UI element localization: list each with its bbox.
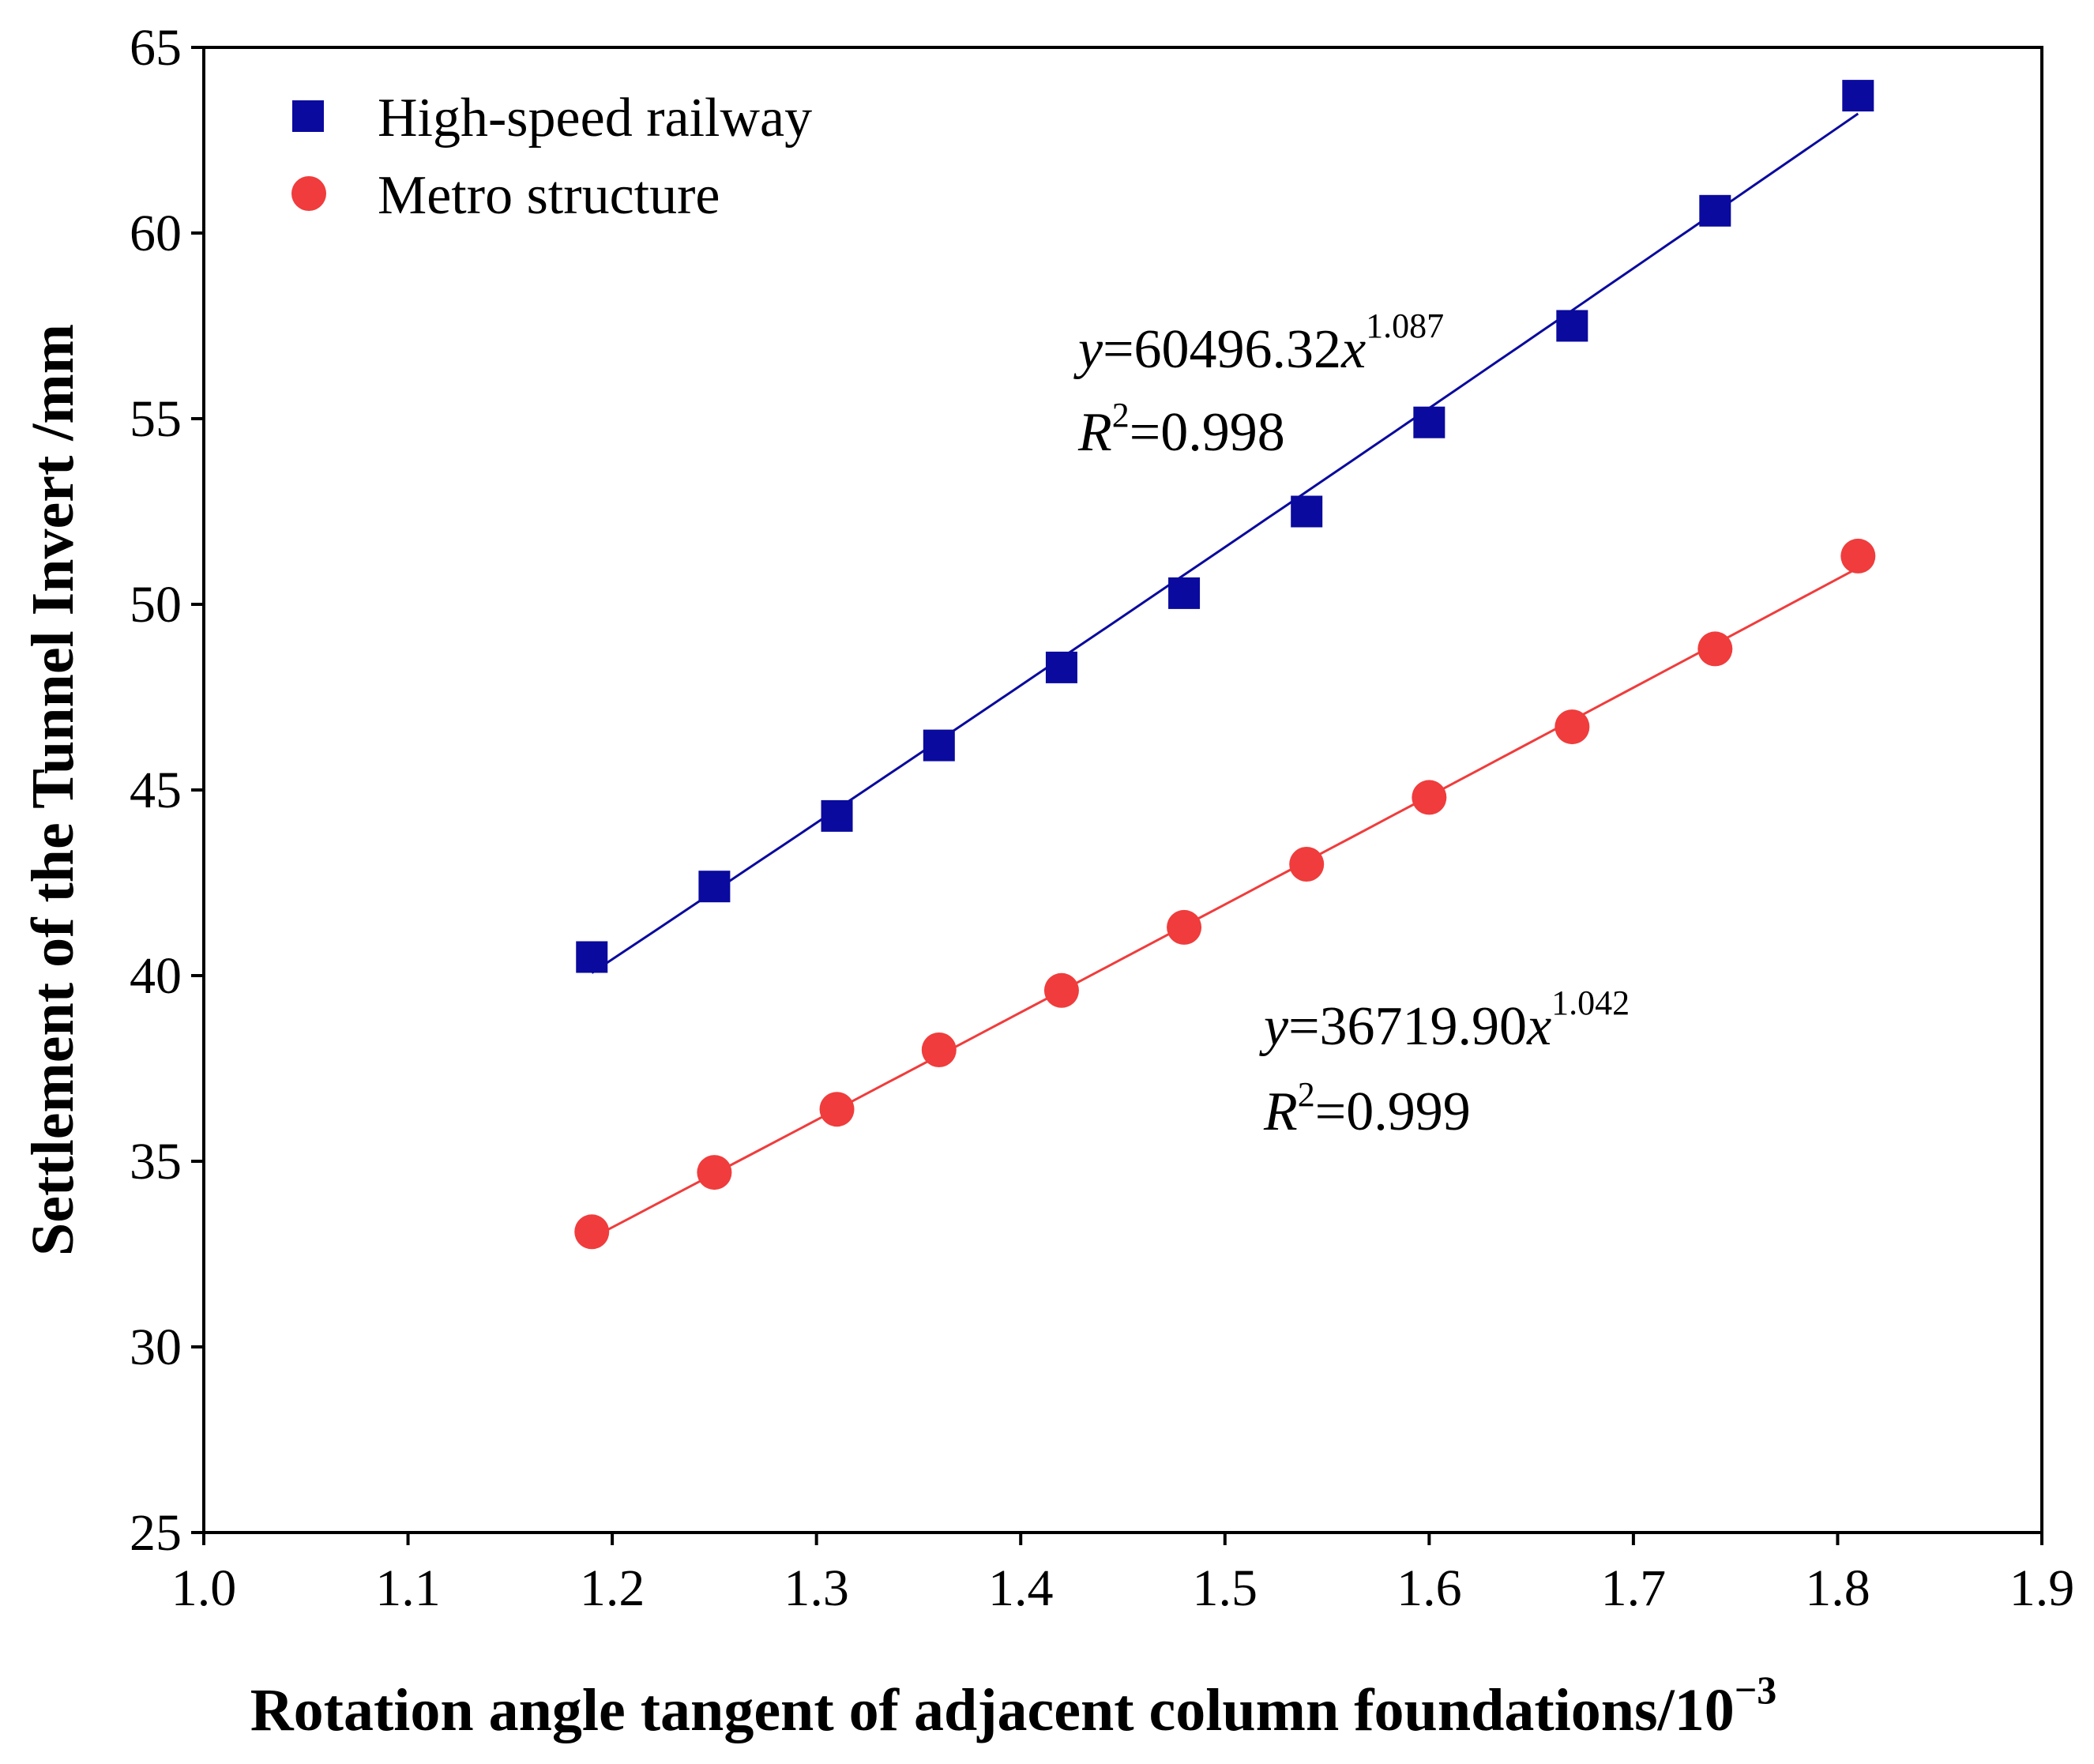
x-tick-label: 1.5 [1193,1559,1258,1617]
eq-metro-exponent: 1.042 [1551,984,1630,1022]
fit-line-metro-structure [591,566,1859,1239]
eq-hsr-x: x [1340,319,1366,380]
legend-marker-metro-structure [291,176,326,211]
r2-hsr-value: =0.998 [1130,402,1285,463]
x-tick-label: 1.0 [171,1559,237,1617]
x-tick-label: 1.4 [988,1559,1054,1617]
y-tick-label: 25 [130,1504,182,1562]
r2-metro-value: =0.999 [1315,1081,1471,1142]
y-tick-label: 30 [130,1318,182,1376]
point-high-speed-railway [1413,406,1445,438]
point-metro-structure [921,1032,957,1067]
x-axis-title-exponent: −3 [1735,1668,1777,1712]
r2-hsr-sup: 2 [1112,396,1130,434]
y-tick-label: 65 [130,19,182,77]
y-axis-title: Settlement of the Tunnel Invert /mm [20,324,86,1256]
point-high-speed-railway [1168,577,1201,609]
r2-metro-sup: 2 [1298,1075,1315,1114]
fit-line-high-speed-railway [591,112,1859,974]
point-high-speed-railway [576,941,608,973]
point-high-speed-railway [923,729,955,762]
eq-hsr-coef: =60496.32 [1103,319,1341,380]
point-metro-structure [819,1092,855,1127]
point-high-speed-railway [1699,194,1731,227]
r2-hsr-r: R [1077,402,1112,463]
x-tick-label: 1.8 [1805,1559,1870,1617]
y-tick-label: 50 [130,576,182,634]
fit-lines [591,112,1859,1239]
plot-frame [202,46,2043,1534]
legend: High-speed railway Metro structure [291,88,812,226]
legend-label-metro-structure: Metro structure [378,165,720,226]
y-tick-label: 55 [130,390,182,448]
fit-equation-metro-structure: y=36719.90x1.042 [1259,984,1630,1057]
x-tick-label: 1.1 [375,1559,441,1617]
eq-metro-x: x [1526,996,1551,1057]
point-metro-structure [1289,847,1325,882]
x-tick-label: 1.7 [1601,1559,1667,1617]
point-high-speed-railway [1045,651,1077,683]
point-high-speed-railway [1556,310,1588,342]
equation-high-speed-railway: y=60496.32x1.087 R2=0.998 [1073,307,1444,463]
x-tick-label: 1.6 [1397,1559,1462,1617]
point-metro-structure [697,1155,732,1190]
fit-equation-high-speed-railway: y=60496.32x1.087 [1073,307,1444,380]
x-axis-title: Rotation angle tangent of adjacent colum… [250,1668,1777,1743]
y-tick-label: 60 [130,205,182,262]
point-high-speed-railway [1842,80,1874,112]
r-squared-metro-structure: R2=0.999 [1263,1075,1471,1142]
r2-metro-r: R [1263,1081,1298,1142]
point-high-speed-railway [821,799,853,832]
point-metro-structure [574,1214,610,1250]
y-tick-label: 35 [130,1133,182,1190]
legend-marker-high-speed-railway [292,100,324,132]
legend-label-high-speed-railway: High-speed railway [378,88,812,149]
point-metro-structure [1043,972,1079,1008]
point-high-speed-railway [698,871,731,903]
x-tick-label: 1.9 [2009,1559,2075,1617]
axis-ticks: 1.0 1.1 1.2 1.3 1.4 1.5 1.6 1.7 1.8 1.9 25 30 35 40 45… [130,19,2074,1617]
data-markers [574,80,1876,1250]
point-metro-structure [1840,538,1876,574]
y-tick-label: 45 [130,762,182,819]
point-metro-structure [1167,909,1202,945]
point-high-speed-railway [1291,495,1323,528]
eq-hsr-exponent: 1.087 [1366,307,1444,345]
y-tick-label: 40 [130,947,182,1005]
equation-metro-structure: y=36719.90x1.042 R2=0.999 [1259,984,1630,1142]
x-tick-label: 1.2 [580,1559,645,1617]
r-squared-high-speed-railway: R2=0.998 [1077,396,1285,463]
point-metro-structure [1555,709,1590,745]
x-tick-label: 1.3 [784,1559,849,1617]
point-metro-structure [1412,780,1447,815]
eq-hsr-y: y [1073,319,1103,380]
eq-metro-y: y [1259,996,1289,1057]
eq-metro-coef: =36719.90 [1288,996,1527,1057]
x-axis-title-text: Rotation angle tangent of adjacent colum… [250,1677,1735,1743]
point-metro-structure [1697,631,1733,667]
